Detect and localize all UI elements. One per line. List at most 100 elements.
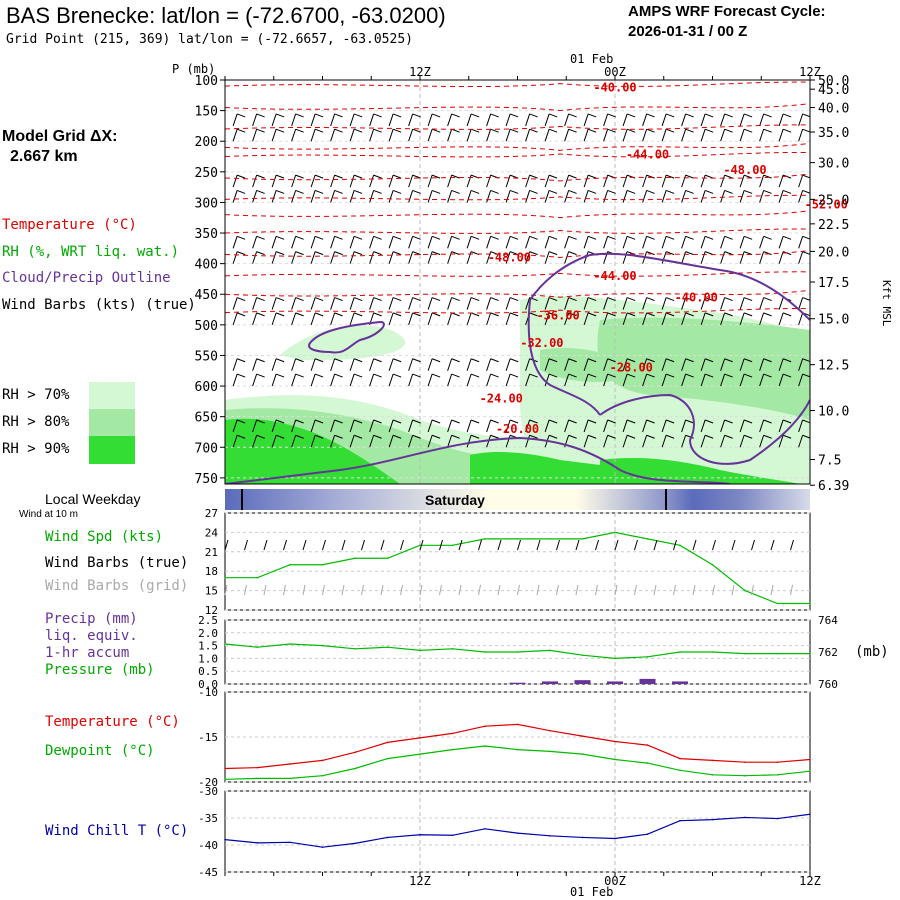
- wind-barb-flag: [685, 174, 694, 179]
- wind-barb: [681, 434, 694, 448]
- wind-barb-staff: [252, 80, 254, 81]
- pressure-tick-label: 650: [195, 411, 218, 426]
- wind-barb: [291, 434, 304, 448]
- wind-barb: [408, 434, 421, 448]
- wind-barb-flag: [763, 235, 772, 240]
- wind-barb-staff: [583, 435, 589, 448]
- wind-barb-staff: [583, 312, 589, 326]
- wind-barb-flag: [763, 358, 772, 363]
- wind-barb-flag: [743, 297, 753, 302]
- wind-barb-staff: [466, 358, 472, 371]
- wind-barb-staff: [427, 174, 433, 188]
- wind-barb-staff: [583, 113, 589, 127]
- temperature-line-point: [451, 732, 454, 735]
- wind-barb-staff: [700, 312, 706, 326]
- wind-barb: [427, 235, 441, 249]
- wind-barb: [661, 251, 675, 264]
- wind-barb: [759, 373, 772, 387]
- wind-barb-staff: [700, 435, 706, 448]
- wind-barb-flag: [470, 419, 480, 424]
- height-tick-label: 7.5: [818, 454, 841, 469]
- wind-barb-staff: [389, 80, 390, 81]
- wind-barb: [700, 434, 714, 448]
- wind-barb-staff: [720, 80, 722, 81]
- wind-barb-flag: [470, 189, 480, 194]
- wind-barb: [466, 358, 480, 371]
- wind-barb: [739, 358, 753, 371]
- temperature-line-point: [516, 723, 519, 726]
- wind-chill-line-point: [581, 836, 584, 839]
- wind-barb-flag: [724, 434, 733, 439]
- wind-barb: [466, 297, 480, 310]
- wind-barb: [232, 235, 246, 249]
- wind-barb: [427, 174, 441, 188]
- wind-barbs-grid-label: Wind Barbs (grid): [45, 578, 189, 594]
- wind-barb: [583, 297, 597, 310]
- wind-barb: [525, 373, 538, 387]
- wind-barb-staff: [388, 435, 394, 448]
- wind-barb: [408, 312, 421, 326]
- wind-barb: [408, 189, 421, 203]
- temperature-line: [224, 723, 811, 770]
- wind-barb-flag: [724, 113, 733, 118]
- wind-speed-line-point: [516, 538, 519, 540]
- wind-barb-staff: [271, 129, 277, 142]
- wind-barb: [232, 174, 246, 188]
- wind-barb: [603, 419, 616, 433]
- wind-barb-staff: [330, 129, 336, 142]
- wind-barb: [291, 189, 304, 203]
- wind-barb-flag: [704, 419, 714, 424]
- wind-barb-staff: [720, 174, 726, 188]
- wind-barb-staff: [232, 419, 238, 433]
- wind-barb: [798, 373, 810, 387]
- wind-barb-staff: [525, 80, 527, 81]
- wind-speed-line-point: [744, 589, 746, 592]
- wind-barb-staff: [252, 435, 258, 448]
- grid-wind-barb: [322, 584, 325, 596]
- wind-chill-line: [224, 813, 811, 848]
- wind-barb: [544, 189, 558, 203]
- grid-wind-barb: [536, 584, 540, 596]
- wind-barb: [642, 174, 655, 188]
- wind-barb-staff: [369, 129, 375, 142]
- page-title: BAS Brenecke: lat/lon = (-72.6700, -63.0…: [6, 3, 446, 28]
- wind-barb: [798, 358, 810, 371]
- wind-barb-staff: [544, 113, 550, 127]
- wind-barb-staff: [330, 80, 332, 81]
- wind-barb: [427, 419, 441, 433]
- accum-label: 1-hr accum: [45, 645, 130, 661]
- surface-wind-barb: [556, 539, 560, 551]
- wind-barb-staff: [447, 297, 453, 310]
- wind-barb: [232, 312, 246, 326]
- wind-barb-staff: [564, 113, 570, 127]
- wind-barb: [661, 434, 675, 448]
- wind-barb-flag: [743, 312, 753, 317]
- wind-barb: [427, 251, 441, 264]
- wind-barb: [505, 312, 519, 326]
- wind-barb-flag: [568, 251, 577, 256]
- wind-barb-staff: [681, 129, 687, 142]
- wind-barb-staff: [330, 373, 336, 387]
- wind-barb: [408, 235, 421, 249]
- wind-barb: [720, 80, 722, 81]
- wind-barb-staff: [778, 190, 784, 203]
- wind-barb-staff: [232, 312, 238, 326]
- wind-barb-staff: [622, 236, 628, 249]
- wind-barb-flag: [275, 174, 285, 179]
- surface-wind-barb: [536, 539, 541, 551]
- temperature-line-point: [809, 758, 811, 761]
- wind-barb: [584, 80, 585, 81]
- wind-barb-staff: [798, 174, 804, 188]
- wind-barb: [447, 128, 460, 142]
- wind-barb: [369, 358, 382, 371]
- pressure-tick-label: 750: [195, 472, 218, 487]
- wind-barb: [427, 373, 441, 387]
- wind-speed-panel: [224, 512, 811, 611]
- wind-barb-staff: [330, 190, 336, 203]
- wind-barb-staff: [291, 113, 297, 127]
- temperature-contour-label: -32.00: [520, 336, 563, 350]
- wind-barb-staff: [505, 251, 511, 264]
- wind-barb-flag: [743, 358, 753, 363]
- wind-barb-flag: [548, 297, 558, 302]
- wind-barb-flag: [665, 373, 675, 378]
